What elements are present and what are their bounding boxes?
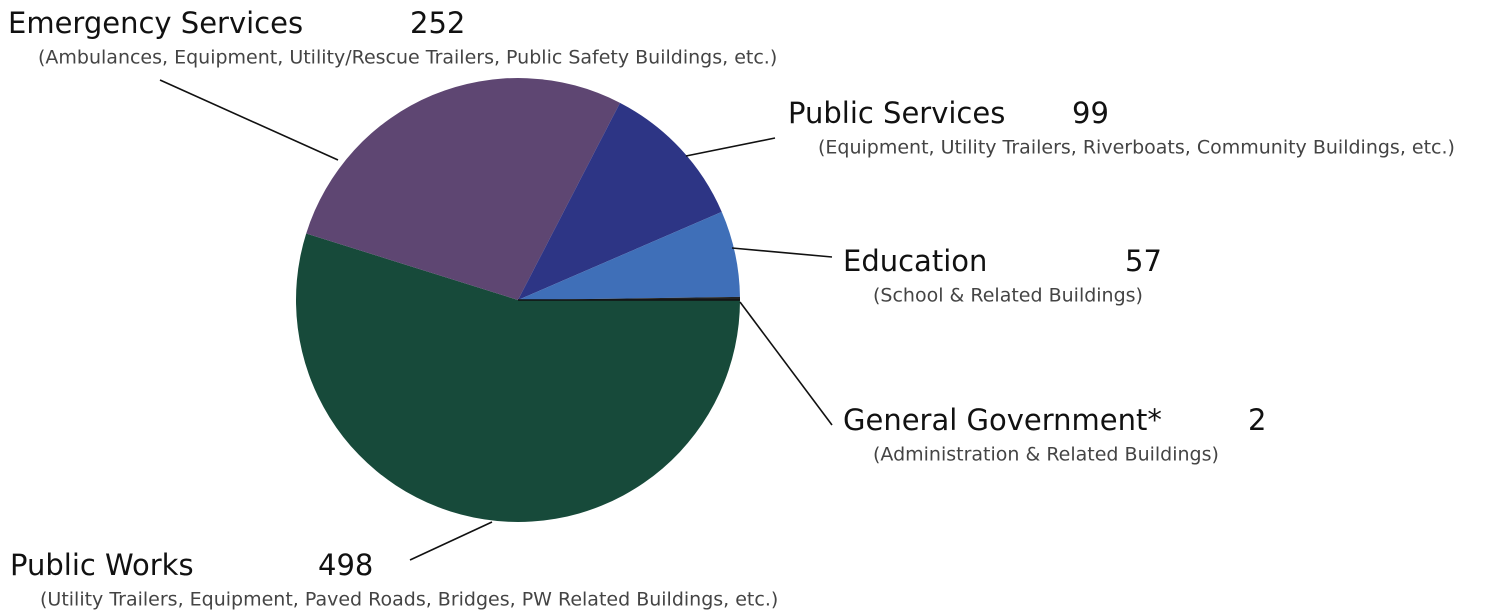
leader-line: [739, 301, 833, 426]
pie-slice: [518, 211, 740, 300]
leader-line: [685, 137, 776, 157]
slice-description: (School & Related Buildings): [873, 285, 1143, 307]
slice-description: (Equipment, Utility Trailers, Riverboats…: [818, 137, 1455, 159]
slice-value: 57: [1125, 244, 1162, 278]
slice-description: (Utility Trailers, Equipment, Paved Road…: [40, 589, 778, 611]
slice-name: Public Services: [788, 96, 1005, 130]
slice-name: Public Works: [10, 548, 194, 582]
slice-name: General Government*: [843, 403, 1162, 437]
slice-value: 2: [1248, 403, 1266, 437]
slice-description: (Administration & Related Buildings): [873, 444, 1219, 466]
slice-value: 252: [410, 6, 465, 40]
slice-description: (Ambulances, Equipment, Utility/Rescue T…: [38, 47, 777, 69]
leader-line: [159, 79, 339, 161]
leader-line: [409, 521, 493, 561]
pie: [296, 78, 740, 522]
slice-name: Education: [843, 244, 987, 278]
pie-slice: [306, 78, 621, 300]
pie-slice: [518, 102, 722, 300]
leader-line: [731, 247, 833, 258]
slice-name: Emergency Services: [8, 6, 303, 40]
leaders: [159, 79, 833, 561]
pie-slice: [296, 233, 740, 522]
slice-value: 99: [1072, 96, 1109, 130]
slice-value: 498: [318, 548, 373, 582]
